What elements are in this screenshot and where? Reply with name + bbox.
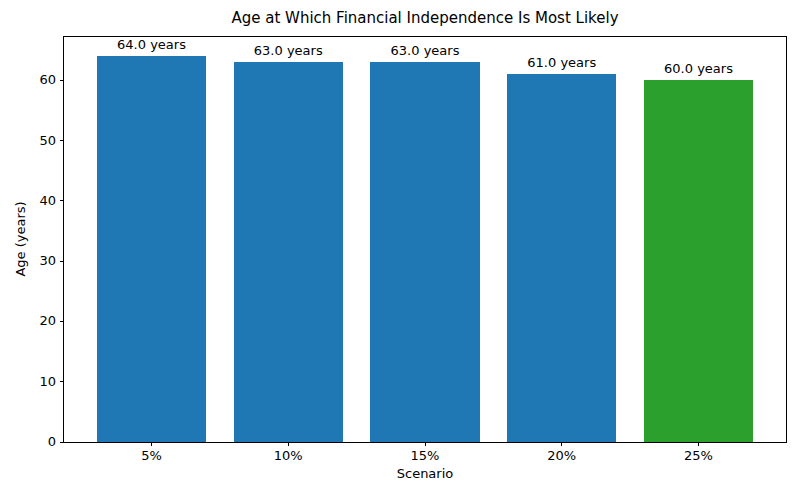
bar-value-label: 63.0 years: [391, 43, 460, 58]
bar-5%: [97, 56, 206, 442]
bar-chart-figure: Age at Which Financial Independence Is M…: [0, 0, 800, 500]
y-tick-label: 10: [39, 374, 56, 390]
y-tick-mark: [60, 381, 64, 382]
y-tick-label: 40: [39, 193, 56, 209]
plot-area: 64.0 years5%63.0 years10%63.0 years15%61…: [63, 36, 787, 443]
x-tick-mark: [698, 442, 699, 446]
bar-value-label: 64.0 years: [117, 37, 186, 52]
bar-value-label: 63.0 years: [254, 43, 323, 58]
x-tick-label: 25%: [684, 448, 713, 463]
y-tick-label: 50: [39, 133, 56, 149]
x-tick-mark: [425, 442, 426, 446]
bar-value-label: 60.0 years: [664, 61, 733, 76]
y-tick-mark: [60, 80, 64, 81]
y-tick-label: 30: [39, 253, 56, 269]
y-tick-mark: [60, 321, 64, 322]
x-tick-mark: [561, 442, 562, 446]
x-tick-mark: [288, 442, 289, 446]
x-tick-label: 5%: [141, 448, 162, 463]
y-axis-label: Age (years): [13, 201, 28, 276]
bar-10%: [234, 62, 343, 442]
bar-value-label: 61.0 years: [527, 55, 596, 70]
chart-title: Age at Which Financial Independence Is M…: [63, 9, 787, 27]
y-tick-mark: [60, 261, 64, 262]
x-tick-label: 20%: [547, 448, 576, 463]
y-tick-label: 20: [39, 313, 56, 329]
x-axis-label: Scenario: [63, 466, 787, 481]
bar-15%: [370, 62, 479, 442]
y-tick-mark: [60, 442, 64, 443]
x-tick-label: 15%: [411, 448, 440, 463]
y-tick-mark: [60, 200, 64, 201]
x-tick-label: 10%: [274, 448, 303, 463]
x-tick-mark: [151, 442, 152, 446]
bar-25%: [644, 80, 753, 442]
y-tick-label: 60: [39, 72, 56, 88]
y-tick-mark: [60, 140, 64, 141]
y-tick-label: 0: [48, 434, 56, 450]
bar-20%: [507, 74, 616, 442]
